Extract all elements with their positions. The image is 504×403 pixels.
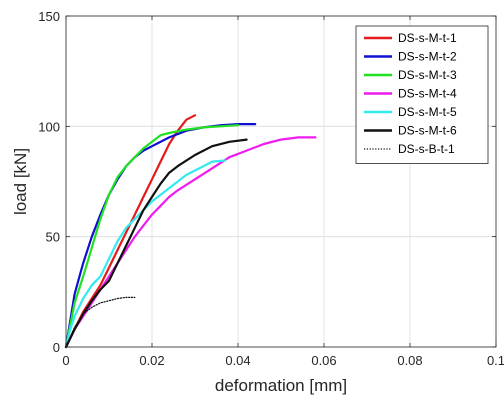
- x-axis-title: deformation [mm]: [215, 376, 347, 395]
- legend-label: DS-s-M-t-4: [398, 87, 457, 101]
- y-tick-label: 100: [38, 119, 60, 134]
- series-line-7: [65, 296, 136, 348]
- x-tick-label: 0: [62, 353, 69, 368]
- legend-label: DS-s-M-t-3: [398, 68, 457, 82]
- y-tick-label: 50: [46, 230, 60, 245]
- legend-label: DS-s-M-t-1: [398, 31, 457, 45]
- legend-label: DS-s-M-t-5: [398, 105, 457, 119]
- legend-box: [355, 25, 489, 164]
- legend-label: DS-s-M-t-2: [398, 50, 457, 64]
- plot-area-frame: [65, 15, 497, 348]
- legend-label: DS-s-B-t-1: [398, 142, 455, 156]
- series-line-5: [64, 159, 227, 349]
- legend: DS-s-M-t-1 DS-s-M-t-2 DS-s-M-t-3 DS-s-M-t-4…: [355, 25, 489, 164]
- axis-ticks: 0 0.02 0.04 0.06 0.08 0.1 0 50 100 150: [38, 9, 504, 368]
- series-line-6: [64, 138, 248, 349]
- series-line-3: [64, 124, 240, 349]
- x-tick-label: 0.02: [139, 353, 164, 368]
- y-tick-label: 150: [38, 9, 60, 24]
- x-tick-label: 0.04: [225, 353, 250, 368]
- y-tick-label: 0: [53, 340, 60, 355]
- series-lines: [64, 114, 317, 349]
- x-tick-label: 0.08: [397, 353, 422, 368]
- y-axis-title: load [kN]: [11, 148, 30, 215]
- x-tick-label: 0.06: [311, 353, 336, 368]
- x-tick-label: 0.1: [487, 353, 504, 368]
- legend-label: DS-s-M-t-6: [398, 124, 457, 138]
